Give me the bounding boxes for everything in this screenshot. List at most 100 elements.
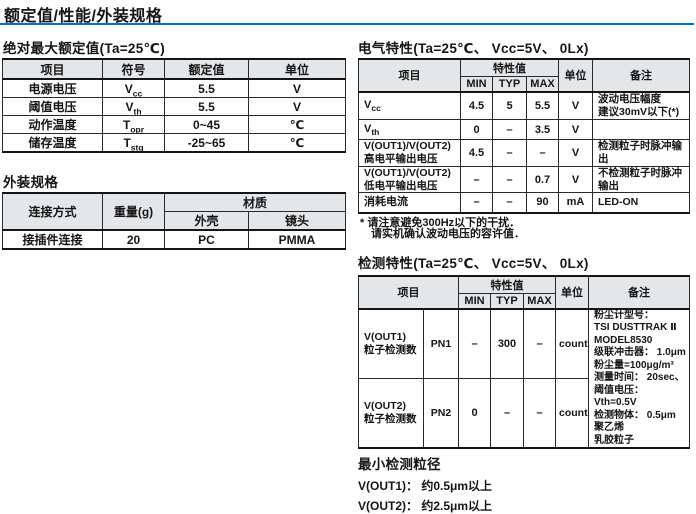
electrical-header-max: MAX <box>525 76 560 93</box>
electrical-subheader-row: MIN TYP MAX <box>359 76 690 93</box>
detection-min: 0 <box>458 377 491 449</box>
detection-header-unit: 单位 <box>555 275 590 310</box>
electrical-typ: – <box>492 139 527 167</box>
electrical-item: 消耗电流 <box>358 192 461 214</box>
abs-max-symbol: Vcc <box>102 78 165 98</box>
detection-min: – <box>458 308 491 379</box>
detection-header-spec: 特性值 <box>457 275 557 294</box>
electrical-unit: mA <box>558 192 594 214</box>
table-row: V(OUT1)/V(OUT2) 高电平输出电压 4.5 – – V 检测粒子时脉… <box>358 139 691 167</box>
package-section-title: 外装规格 <box>3 175 59 190</box>
symbol-sub: cc <box>132 87 143 98</box>
electrical-remark: 检测粒子时脉冲输出 <box>592 139 691 167</box>
electrical-typ: – <box>492 119 527 140</box>
electrical-max: 3.5 <box>525 119 560 140</box>
electrical-remark: LED-ON <box>592 192 691 214</box>
item-base: V <box>364 122 372 135</box>
detection-table: 项目 特性值 单位 备注 MIN TYP MAX V(OUT1) 粒子检测数 P… <box>358 275 691 449</box>
electrical-section-title: 电气特性(Ta=25℃、 Vcc=5V、 0Lx) <box>358 41 589 56</box>
abs-max-rating: 0~45 <box>164 115 249 134</box>
item-line2: 低电平输出电压 <box>364 179 438 192</box>
abs-max-unit: ℃ <box>248 115 346 134</box>
electrical-min: 0 <box>460 119 493 140</box>
abs-max-header-symbol: 符号 <box>102 58 165 80</box>
abs-max-header-unit: 单位 <box>248 58 346 80</box>
abs-max-symbol: Tstg <box>102 133 165 153</box>
table-row: Vth 0 – 3.5 V <box>358 119 691 140</box>
item-line2: 高电平输出电压 <box>364 153 438 165</box>
abs-max-item: 动作温度 <box>2 115 103 134</box>
abs-max-symbol: Topr <box>102 115 165 134</box>
table-row: 电源电压 Vcc 5.5 V <box>2 78 346 98</box>
abs-max-header-rating: 额定值 <box>164 58 249 80</box>
symbol-sub: stg <box>130 141 144 152</box>
electrical-item: V(OUT1)/V(OUT2) 高电平输出电压 <box>358 139 461 167</box>
electrical-header-row: 项目 特性值 单位 备注 <box>358 58 691 93</box>
min-particle-out1: V(OUT1)： 约0.5μm以上 <box>358 479 493 493</box>
electrical-min: 4.5 <box>460 91 493 120</box>
abs-max-item: 电源电压 <box>2 78 103 98</box>
table-row: 动作温度 Topr 0~45 ℃ <box>2 115 346 134</box>
electrical-footnote-line2: 请实机确认波动电压的容许值． <box>371 228 525 240</box>
electrical-header-min: MIN <box>460 76 493 93</box>
electrical-header-typ: TYP <box>492 76 527 93</box>
detection-item-name: V(OUT2) 粒子检测数 <box>358 377 424 449</box>
detection-max: – <box>522 308 557 379</box>
package-subheader-row: 外壳 镜头 <box>3 211 347 231</box>
abs-max-rating: 5.5 <box>164 97 249 116</box>
table-row: 消耗电流 – – 90 mA LED-ON <box>358 192 691 214</box>
symbol-base: T <box>123 135 131 150</box>
electrical-typ: – <box>492 192 527 214</box>
detection-section-title: 检测特性(Ta=25℃、 Vcc=5V、 0Lx) <box>358 256 589 271</box>
detection-item-name: V(OUT1) 粒子检测数 <box>358 308 424 379</box>
table-row: Vcc 4.5 5 5.5 V 波动电压幅度 建议30mV以下(*) <box>358 91 691 120</box>
detection-header-item: 项目 <box>358 275 459 310</box>
electrical-remark: 波动电压幅度 建议30mV以下(*) <box>592 91 691 120</box>
electrical-unit: V <box>558 119 594 140</box>
abs-max-rating: 5.5 <box>164 78 249 98</box>
electrical-max: – <box>525 139 560 167</box>
min-particle-section-title: 最小检测粒径 <box>358 457 441 472</box>
electrical-item: Vth <box>358 119 461 140</box>
table-row: V(OUT1)/V(OUT2) 低电平输出电压 – – 0.7 V 不检测粒子时… <box>358 165 691 194</box>
electrical-min: – <box>460 165 493 194</box>
electrical-typ: – <box>492 165 527 194</box>
electrical-item: Vcc <box>358 91 461 120</box>
abs-max-header-item: 项目 <box>2 58 103 80</box>
title-rule-divider <box>0 23 694 25</box>
table-row: 储存温度 Tstg -25~65 ℃ <box>2 133 346 153</box>
electrical-max: 0.7 <box>525 165 560 194</box>
detection-typ: – <box>490 377 524 449</box>
item-sub: th <box>371 127 380 138</box>
package-lens: PMMA <box>247 229 347 250</box>
electrical-remark <box>592 119 691 140</box>
electrical-header-spec: 特性值 <box>459 58 560 77</box>
electrical-header-item: 项目 <box>358 58 461 93</box>
item-sub: cc <box>371 103 381 114</box>
abs-max-item: 储存温度 <box>2 133 103 153</box>
electrical-footnote-line1: * 请注意避免300Hz以下的干扰． <box>360 217 521 229</box>
detection-unit: count <box>555 308 590 379</box>
abs-max-unit: V <box>248 78 346 98</box>
page-title: 额定值/性能/外装规格 <box>4 8 163 25</box>
item-base: 消耗电流 <box>364 195 408 208</box>
abs-max-item: 阈值电压 <box>2 97 103 116</box>
package-header-lens: 镜头 <box>247 211 347 231</box>
table-row: 阈值电压 Vth 5.5 V <box>2 97 346 116</box>
detection-header-typ: TYP <box>490 293 524 310</box>
package-header-weight: 重量(g) <box>102 192 165 231</box>
abs-max-symbol: Vth <box>102 97 165 116</box>
package-weight: 20 <box>102 229 165 250</box>
detection-subheader-row: MIN TYP MAX <box>359 293 690 310</box>
electrical-max: 90 <box>525 192 560 214</box>
abs-max-section-title: 绝对最大额定值(Ta=25℃) <box>3 41 165 56</box>
electrical-unit: V <box>558 139 594 167</box>
detection-item-pn: PN2 <box>423 377 459 449</box>
detection-remark: 粉尘计型号： TSI DUSTTRAK Ⅱ MODEL8530 级联冲击器： 1… <box>588 308 691 449</box>
symbol-sub: th <box>133 105 142 116</box>
min-particle-out2: V(OUT2)： 约2.5μm以上 <box>358 499 493 513</box>
electrical-item: V(OUT1)/V(OUT2) 低电平输出电压 <box>358 165 461 194</box>
abs-max-rating: -25~65 <box>164 133 249 153</box>
detection-header-row: 项目 特性值 单位 备注 <box>358 275 691 310</box>
detection-header-max: MAX <box>522 293 557 310</box>
